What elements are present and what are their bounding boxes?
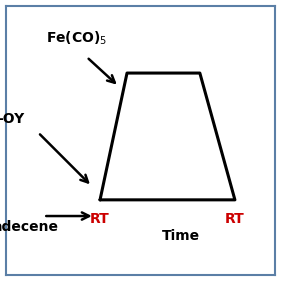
Text: RT: RT [90,212,110,226]
Text: RT: RT [225,212,245,226]
Text: Time: Time [162,229,200,243]
Text: Fe(CO)$_5$: Fe(CO)$_5$ [46,29,107,47]
Text: -OY: -OY [0,112,25,126]
Text: adecene: adecene [0,220,58,234]
